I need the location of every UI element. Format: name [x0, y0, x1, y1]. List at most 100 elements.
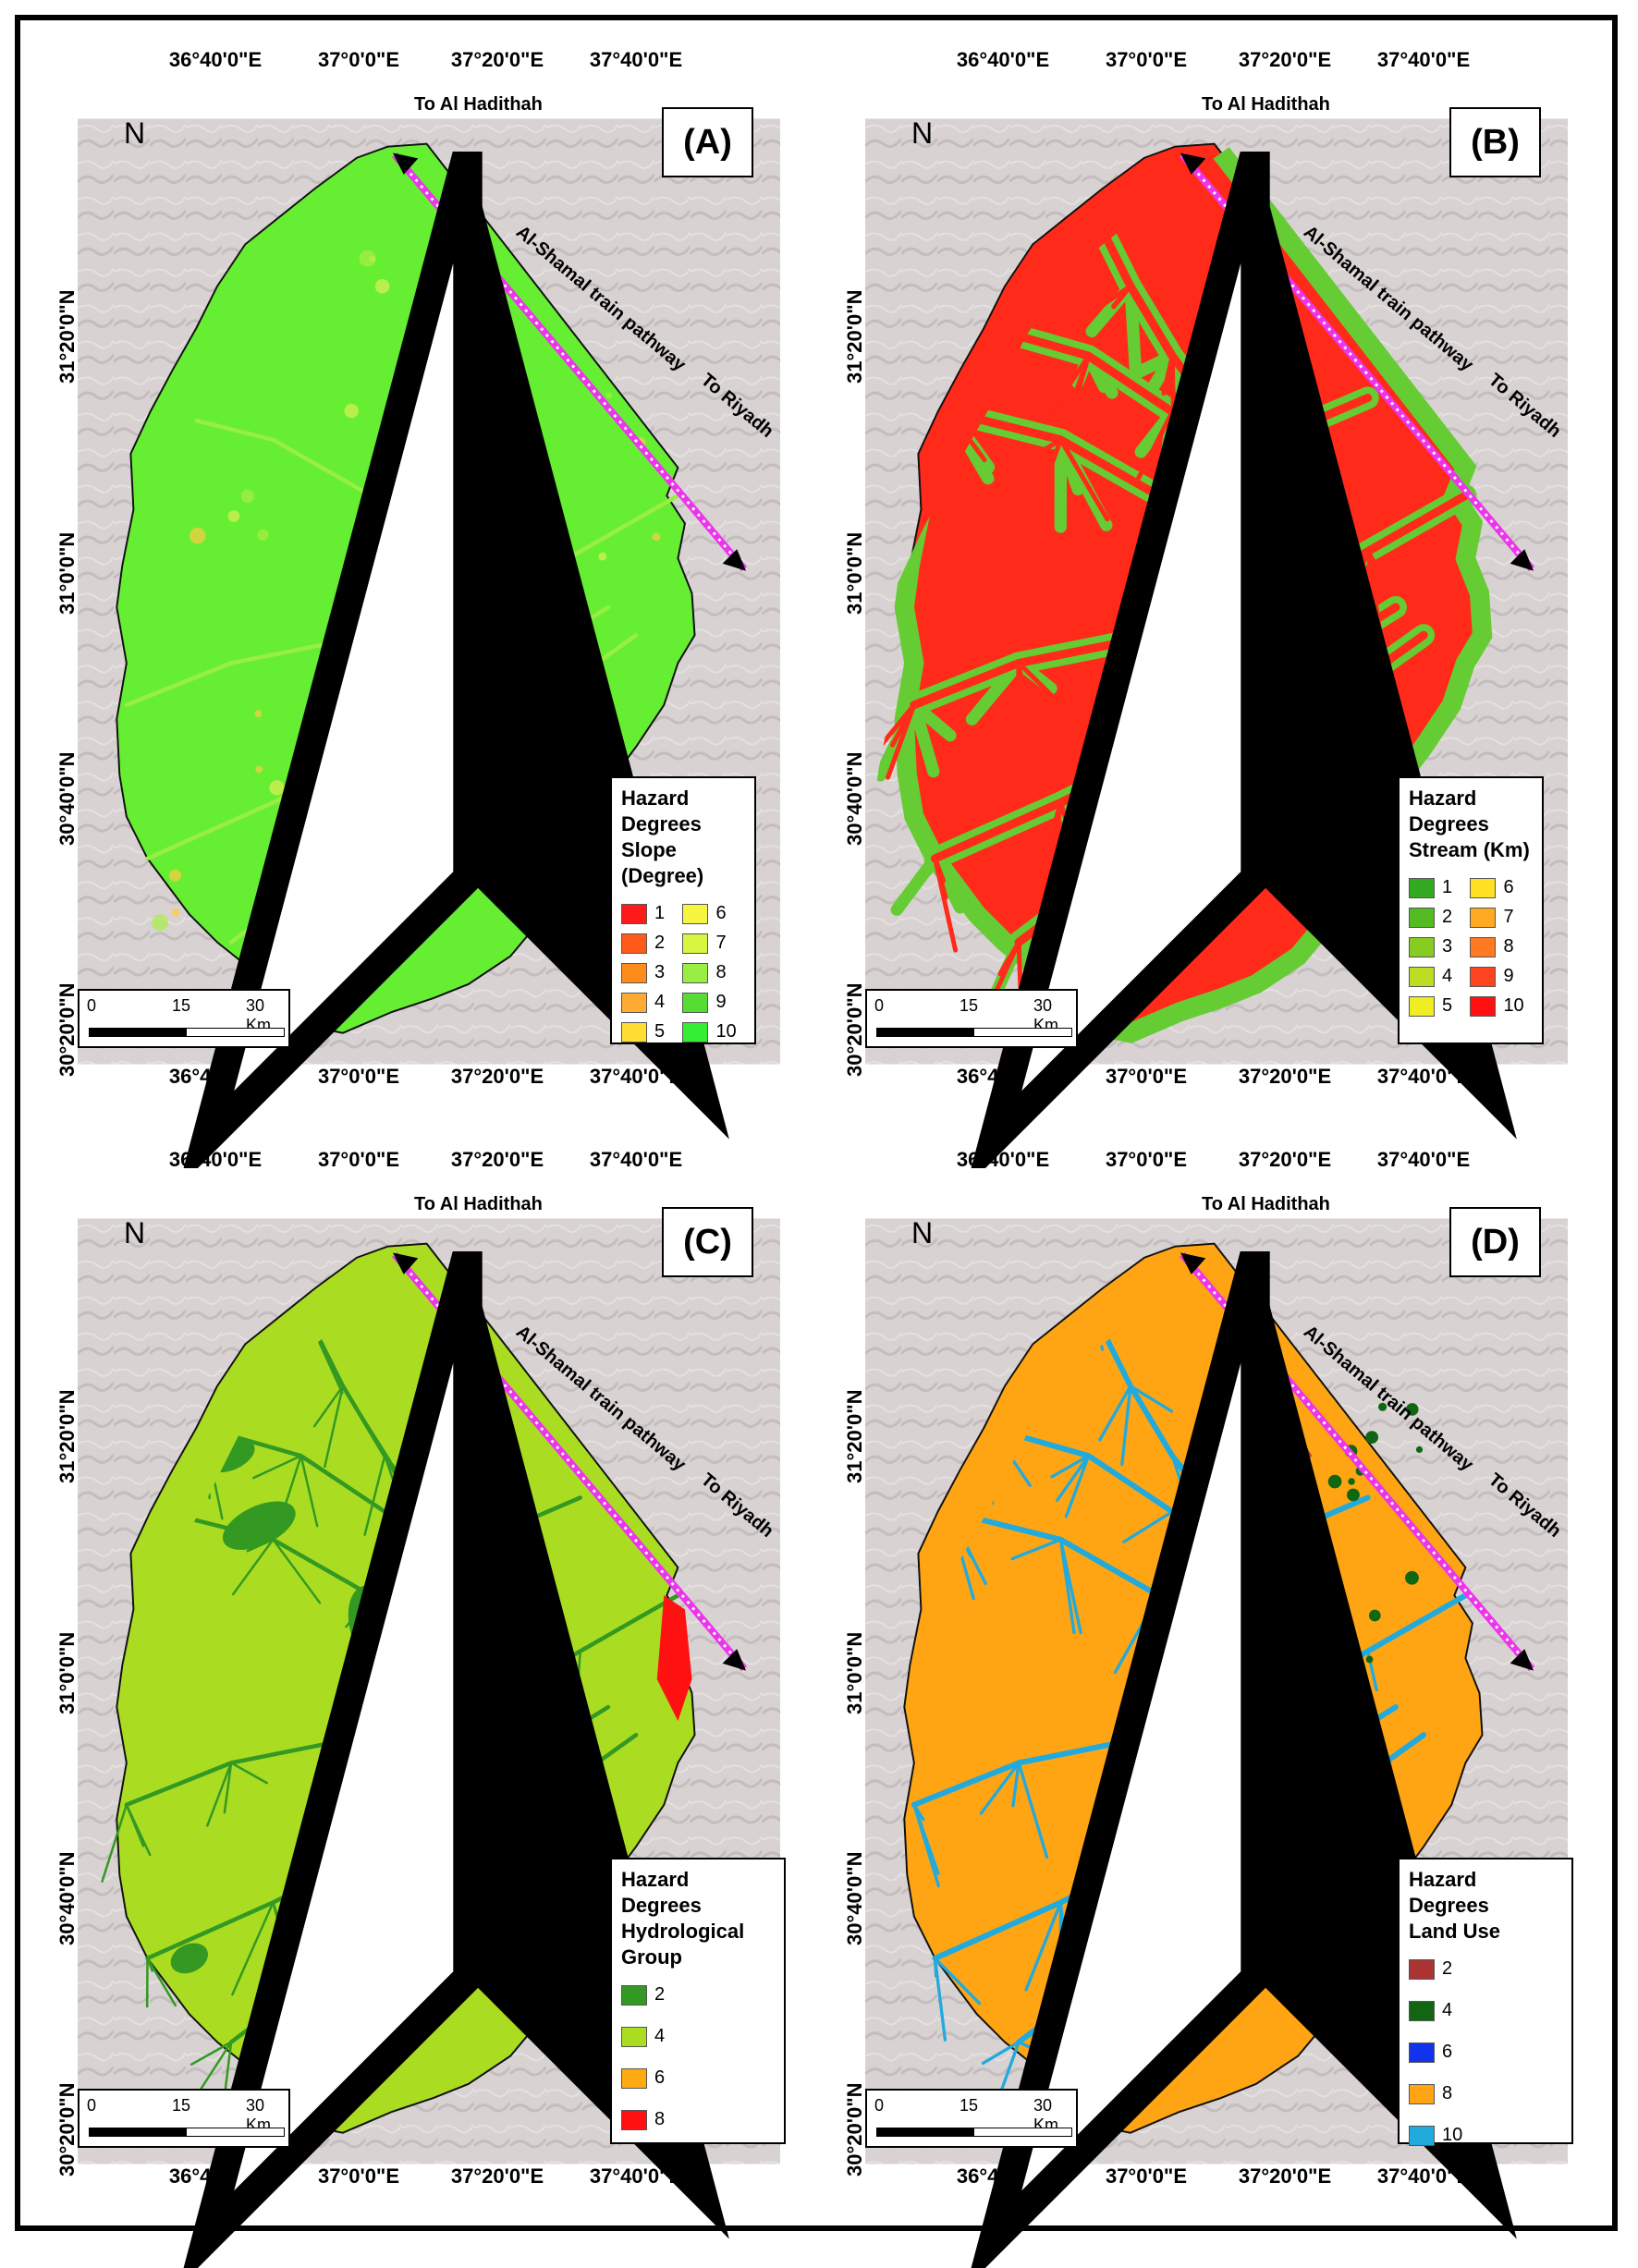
left-latitude-label: 31°20'0"N — [843, 289, 867, 384]
map-panel-a: 36°40'0"E37°0'0"E37°20'0"E37°40'0"E36°40… — [44, 37, 765, 1054]
top-longitude-label: 37°20'0"E — [1239, 1148, 1331, 1172]
legend-swatch — [682, 993, 708, 1013]
legend-item: 4 — [1409, 965, 1461, 988]
legend-item-label: 7 — [1503, 907, 1513, 928]
left-latitude-label: 31°20'0"N — [843, 1389, 867, 1483]
legend-item: 9 — [1470, 965, 1533, 988]
legend-swatch — [621, 2068, 647, 2089]
legend-item-label: 8 — [654, 2109, 665, 2130]
legend-item-label: 2 — [1442, 1958, 1452, 1980]
legend-swatch — [621, 2110, 647, 2130]
top-longitude-label: 36°40'0"E — [957, 1148, 1049, 1172]
legend-item: 8 — [621, 2108, 775, 2131]
panel-label-d: (D) — [1449, 1207, 1541, 1277]
legend-swatch — [621, 904, 647, 924]
top-longitude-label: 37°0'0"E — [318, 48, 399, 72]
top-longitude-label: 37°20'0"E — [451, 1148, 544, 1172]
legend-swatch — [1409, 878, 1435, 898]
legend-swatch — [1409, 937, 1435, 957]
legend-item-label: 5 — [654, 1021, 665, 1043]
scale-bar-label: 0 — [874, 996, 884, 1016]
legend-item: 6 — [1470, 876, 1533, 899]
legend-item: 2 — [621, 932, 673, 955]
top-longitude-label: 36°40'0"E — [169, 1148, 262, 1172]
top-longitude-label: 36°40'0"E — [169, 48, 262, 72]
legend-swatch — [1470, 878, 1496, 898]
legend-item-label: 6 — [1503, 877, 1513, 898]
legend-item-label: 2 — [1442, 907, 1452, 928]
left-latitude-label: 30°20'0"N — [843, 982, 867, 1077]
legend-subtitle: Hydrological Group — [621, 1919, 775, 1970]
legend-item: 8 — [682, 961, 745, 984]
north-letter: N — [911, 1216, 933, 1250]
legend-item: 9 — [682, 991, 745, 1014]
legend-item-label: 1 — [1442, 877, 1452, 898]
legend-item: 4 — [1409, 1999, 1562, 2022]
legend-item: 5 — [1409, 994, 1461, 1018]
legend-item: 8 — [1409, 2082, 1562, 2105]
legend-swatch — [1409, 2084, 1435, 2104]
legend-swatch — [1470, 908, 1496, 928]
north-arrow: N — [895, 1216, 950, 1318]
legend-item: 10 — [1409, 2124, 1562, 2147]
scale-bar-label: 0 — [87, 2096, 96, 2116]
legend-item-label: 2 — [654, 933, 665, 954]
north-letter: N — [124, 116, 145, 151]
left-latitude-label: 31°0'0"N — [55, 1632, 79, 1714]
legend-swatch — [682, 933, 708, 954]
left-latitude-label: 30°20'0"N — [843, 2082, 867, 2177]
scale-bar-graphic — [89, 2128, 285, 2137]
legend-item: 2 — [621, 1983, 775, 2006]
legend-swatch — [1409, 967, 1435, 987]
top-longitude-label: 37°40'0"E — [590, 48, 682, 72]
legend-item: 1 — [621, 902, 673, 925]
legend-item: 7 — [1470, 906, 1533, 929]
legend-swatch — [621, 933, 647, 954]
legend-item-label: 7 — [715, 933, 726, 954]
left-latitude-label: 31°0'0"N — [55, 532, 79, 615]
legend-item-label: 2 — [654, 1984, 665, 2006]
panel-label-c: (C) — [662, 1207, 753, 1277]
scale-bar-label: 15 — [172, 2096, 190, 2116]
scale-bar-graphic — [89, 1028, 285, 1037]
left-latitude-label: 31°0'0"N — [843, 1632, 867, 1714]
legend-item-label: 1 — [654, 903, 665, 924]
legend-item-label: 6 — [715, 903, 726, 924]
to-al-hadithah-label: To Al Hadithah — [414, 1194, 543, 1215]
legend-item-label: 8 — [715, 962, 726, 983]
legend-item-label: 4 — [654, 992, 665, 1013]
legend-swatch — [621, 993, 647, 1013]
legend-title: Hazard Degrees — [1409, 786, 1533, 837]
legend-item-label: 4 — [1442, 966, 1452, 987]
panel-label-a: (A) — [662, 107, 753, 177]
north-arrow: N — [895, 116, 950, 218]
legend-item-label: 10 — [1442, 2125, 1462, 2146]
north-letter: N — [911, 116, 933, 151]
legend-item: 2 — [1409, 906, 1461, 929]
scale-bar-label: 0 — [87, 996, 96, 1016]
legend-swatch — [1409, 908, 1435, 928]
legend-item-label: 6 — [1442, 2042, 1452, 2063]
legend-swatch — [621, 2027, 647, 2047]
legend-item: 6 — [621, 2067, 775, 2090]
legend-swatch — [621, 1022, 647, 1043]
scale-bar-label: 0 — [874, 2096, 884, 2116]
scale-bar-graphic — [876, 2128, 1072, 2137]
left-latitude-label: 30°20'0"N — [55, 2082, 79, 2177]
top-longitude-label: 37°0'0"E — [318, 1148, 399, 1172]
legend-item-label: 4 — [654, 2026, 665, 2047]
legend-swatch — [621, 1985, 647, 2006]
map-panel-b: 36°40'0"E37°0'0"E37°20'0"E37°40'0"E36°40… — [832, 37, 1553, 1054]
legend-swatch — [1409, 2001, 1435, 2021]
left-latitude-label: 30°20'0"N — [55, 982, 79, 1077]
top-longitude-label: 37°40'0"E — [590, 1148, 682, 1172]
legend-item-label: 8 — [1503, 936, 1513, 957]
map-panel-d: 36°40'0"E37°0'0"E37°20'0"E37°40'0"E36°40… — [832, 1137, 1553, 2153]
